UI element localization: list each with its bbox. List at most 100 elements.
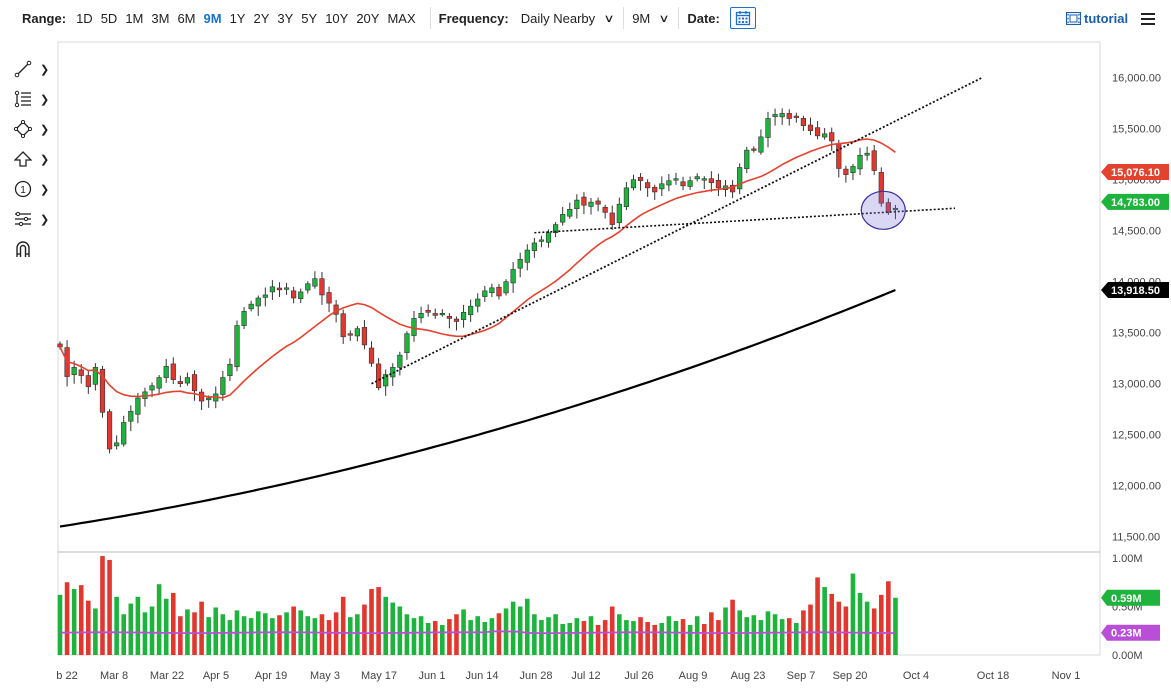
candle[interactable]: [517, 258, 523, 269]
candle[interactable]: [191, 374, 198, 392]
measure-tool[interactable]: ❯: [14, 204, 54, 234]
candle[interactable]: [418, 313, 424, 319]
volume-bar[interactable]: [581, 621, 587, 655]
volume-bar[interactable]: [553, 614, 558, 655]
range-button-max[interactable]: MAX: [387, 10, 416, 26]
volume-bar[interactable]: [277, 615, 282, 655]
tutorial-link[interactable]: tutorial: [1066, 11, 1128, 26]
volume-bar[interactable]: [305, 616, 311, 655]
candle[interactable]: [71, 367, 77, 376]
volume-bar[interactable]: [574, 618, 580, 655]
volume-bar[interactable]: [340, 596, 346, 655]
candle[interactable]: [446, 316, 453, 319]
candle[interactable]: [829, 132, 835, 142]
candle[interactable]: [680, 181, 686, 187]
annotation-tool[interactable]: 1 ❯: [14, 174, 54, 204]
candle[interactable]: [375, 363, 382, 389]
volume-bar[interactable]: [794, 622, 799, 655]
candle[interactable]: [850, 166, 856, 174]
candle[interactable]: [822, 133, 828, 138]
volume-bar[interactable]: [291, 606, 296, 656]
candle[interactable]: [524, 249, 530, 263]
candle[interactable]: [765, 118, 771, 138]
volume-bar[interactable]: [893, 597, 898, 655]
candle[interactable]: [609, 212, 615, 225]
volume-bar[interactable]: [468, 620, 473, 655]
volume-bar[interactable]: [156, 584, 162, 655]
candle[interactable]: [368, 347, 375, 364]
hamburger-menu-icon[interactable]: [1141, 10, 1155, 28]
volume-bar[interactable]: [284, 612, 289, 655]
shape-tool[interactable]: ❯: [14, 114, 54, 144]
volume-bar[interactable]: [864, 601, 870, 655]
range-button-9m[interactable]: 9M: [203, 10, 222, 26]
volume-bar[interactable]: [758, 620, 764, 655]
candle[interactable]: [616, 203, 622, 224]
volume-bar[interactable]: [135, 596, 141, 655]
volume-bar[interactable]: [376, 587, 381, 655]
volume-bar[interactable]: [524, 598, 530, 655]
candle[interactable]: [298, 291, 304, 299]
candle[interactable]: [432, 313, 438, 316]
candle[interactable]: [411, 318, 417, 336]
candle[interactable]: [496, 286, 502, 297]
fib-tool[interactable]: ❯: [14, 84, 54, 114]
volume-bar[interactable]: [687, 624, 693, 655]
candle[interactable]: [581, 196, 587, 206]
candle[interactable]: [283, 287, 290, 290]
volume-bar[interactable]: [730, 599, 735, 655]
volume-bar[interactable]: [871, 608, 877, 655]
candle[interactable]: [305, 283, 311, 291]
candle[interactable]: [326, 292, 332, 304]
date-picker-button[interactable]: [729, 7, 756, 29]
candle[interactable]: [595, 200, 601, 205]
highlight-ellipse[interactable]: [860, 190, 906, 230]
candle[interactable]: [623, 187, 629, 207]
candle[interactable]: [758, 136, 764, 153]
volume-bar[interactable]: [517, 606, 523, 656]
volume-bar[interactable]: [404, 614, 410, 655]
range-button-20y[interactable]: 20Y: [356, 10, 380, 26]
volume-bar[interactable]: [843, 606, 849, 656]
range-button-1y[interactable]: 1Y: [229, 10, 246, 26]
volume-bar[interactable]: [666, 616, 672, 655]
volume-bar[interactable]: [362, 604, 367, 655]
candle[interactable]: [234, 325, 240, 368]
volume-bar[interactable]: [390, 602, 396, 655]
candle[interactable]: [106, 411, 113, 450]
volume-bar[interactable]: [786, 618, 792, 655]
volume-bar[interactable]: [475, 616, 481, 655]
range-button-6m[interactable]: 6M: [177, 10, 196, 26]
volume-bar[interactable]: [149, 606, 155, 656]
volume-bar[interactable]: [772, 614, 778, 655]
volume-bar[interactable]: [326, 620, 332, 655]
candle[interactable]: [312, 278, 318, 287]
volume-bar[interactable]: [779, 619, 785, 655]
candle[interactable]: [99, 368, 106, 413]
candle[interactable]: [630, 179, 637, 189]
candle[interactable]: [538, 239, 545, 242]
candle[interactable]: [652, 186, 658, 193]
volume-bar[interactable]: [312, 618, 318, 655]
candle[interactable]: [885, 202, 891, 213]
volume-bar[interactable]: [496, 613, 502, 655]
candle[interactable]: [510, 269, 516, 284]
candle[interactable]: [57, 343, 63, 348]
volume-bar[interactable]: [588, 616, 594, 655]
candle[interactable]: [482, 290, 488, 297]
volume-bar[interactable]: [567, 622, 573, 655]
candle[interactable]: [248, 303, 254, 310]
volume-bar[interactable]: [645, 622, 650, 655]
candle[interactable]: [892, 207, 899, 211]
candle[interactable]: [560, 214, 566, 223]
volume-bar[interactable]: [199, 601, 204, 655]
volume-bar[interactable]: [836, 601, 842, 655]
candle[interactable]: [177, 381, 183, 384]
volume-bar[interactable]: [241, 616, 247, 655]
candle[interactable]: [227, 364, 233, 377]
volume-bar[interactable]: [397, 606, 403, 656]
volume-bar[interactable]: [716, 620, 721, 655]
volume-bar[interactable]: [213, 607, 219, 655]
volume-bar[interactable]: [609, 606, 615, 656]
candle[interactable]: [666, 180, 672, 186]
